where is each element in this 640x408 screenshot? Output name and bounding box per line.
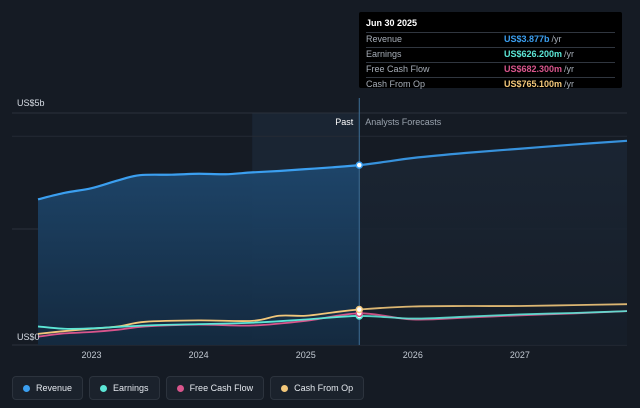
tooltip: Jun 30 2025 Revenue US$3.877b /yr Earnin… (359, 12, 622, 89)
legend-item-earnings[interactable]: Earnings (89, 376, 160, 400)
tooltip-row-cash-from-op: Cash From Op US$765.100m /yr (366, 77, 615, 92)
forecast-label: Analysts Forecasts (365, 117, 442, 127)
tooltip-label: Free Cash Flow (366, 64, 430, 74)
x-tick-label: 2024 (189, 350, 209, 360)
x-tick-label: 2025 (296, 350, 316, 360)
tooltip-row-free-cash-flow: Free Cash Flow US$682.300m /yr (366, 62, 615, 77)
series-line-free-cash-flow (37, 312, 360, 338)
legend-dot-icon (23, 384, 30, 392)
tooltip-row-revenue: Revenue US$3.877b /yr (366, 32, 615, 47)
marker-point-revenue (355, 161, 364, 169)
legend-label: Revenue (36, 383, 73, 393)
y-axis-bottom-label: US$0 (17, 332, 40, 342)
legend: Revenue Earnings Free Cash Flow Cash Fro… (12, 376, 365, 400)
legend-item-free-cash-flow[interactable]: Free Cash Flow (165, 376, 265, 400)
legend-item-cash-from-op[interactable]: Cash From Op (270, 376, 365, 400)
tooltip-label: Earnings (366, 49, 402, 59)
tooltip-label: Cash From Op (366, 79, 426, 89)
series-line-forecast-earnings (359, 310, 628, 320)
series-line-revenue (37, 164, 360, 201)
tooltip-label: Revenue (366, 34, 403, 44)
legend-dot-icon (100, 384, 108, 392)
tooltip-value: US$765.100m (504, 79, 563, 89)
legend-label: Earnings (113, 383, 149, 393)
x-tick-label: 2026 (403, 350, 423, 360)
past-label: Past (335, 117, 354, 127)
y-axis-top-label: US$5b (17, 98, 45, 108)
tooltip-unit: /yr (564, 79, 575, 89)
legend-label: Free Cash Flow (189, 383, 254, 393)
series-line-earnings (37, 315, 360, 330)
tooltip-date: Jun 30 2025 (366, 18, 418, 28)
series-line-forecast-cash-from-op (359, 303, 628, 311)
tooltip-unit: /yr (551, 34, 562, 44)
revenue-forecast-area (359, 140, 627, 345)
tooltip-unit: /yr (564, 49, 575, 59)
x-tick-label: 2023 (82, 350, 102, 360)
marker-point-cash-from-op (355, 305, 364, 314)
series-line-forecast-revenue (359, 139, 628, 167)
tooltip-row-earnings: Earnings US$626.200m /yr (366, 47, 615, 62)
tooltip-value: US$626.200m (504, 49, 563, 59)
tooltip-value: US$682.300m (504, 64, 563, 74)
legend-dot-icon (281, 384, 289, 392)
legend-item-revenue[interactable]: Revenue (12, 376, 84, 400)
legend-dot-icon (176, 384, 184, 392)
tooltip-unit: /yr (564, 64, 575, 74)
series-line-forecast-free-cash-flow (359, 310, 628, 321)
revenue-past-area (38, 165, 360, 345)
x-tick-label: 2027 (510, 350, 530, 360)
legend-label: Cash From Op (294, 383, 354, 393)
tooltip-value: US$3.877b (504, 34, 550, 44)
